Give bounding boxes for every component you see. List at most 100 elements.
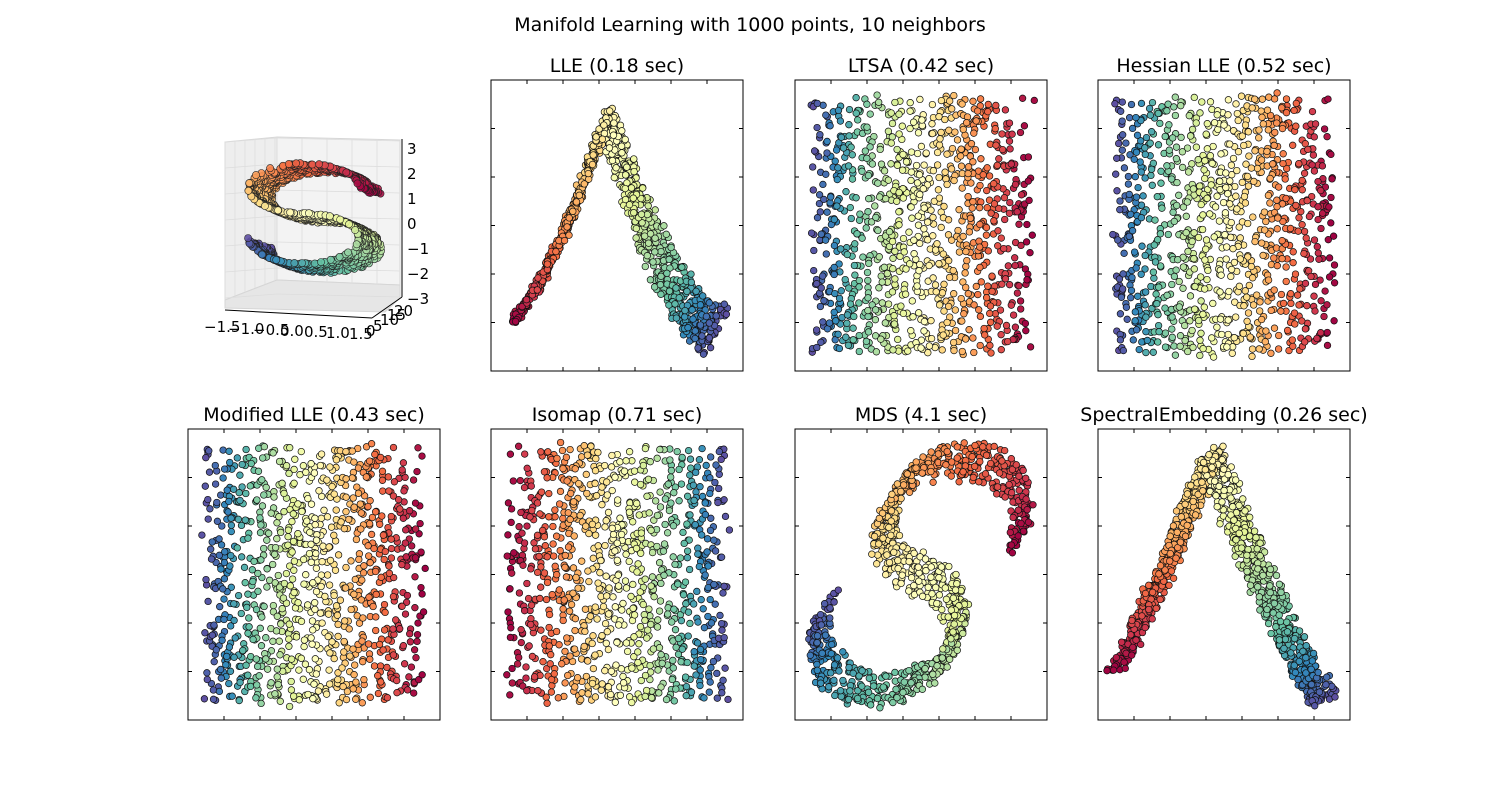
scatter-point xyxy=(1241,121,1250,129)
scatter-point xyxy=(839,144,848,152)
scatter-point xyxy=(216,665,225,674)
scatter-point xyxy=(906,124,914,133)
scatter-point xyxy=(940,280,948,288)
scatter-point xyxy=(330,490,338,498)
scatter-point xyxy=(1177,102,1185,110)
scatter-point xyxy=(969,334,977,342)
scatter-point xyxy=(910,250,918,258)
scatter-point xyxy=(935,301,944,309)
scatter-point xyxy=(632,224,640,233)
scatter-point xyxy=(852,94,860,102)
z-tick-label-3: 0 xyxy=(407,215,417,233)
scatter-point xyxy=(909,313,917,321)
scatter-point xyxy=(948,144,957,153)
scatter-point xyxy=(630,155,638,163)
panel-arch: LLE (0.18 sec) xyxy=(490,55,744,372)
scatter-point xyxy=(957,162,966,170)
panel-3d-points xyxy=(244,159,385,277)
scatter-point xyxy=(1190,93,1198,102)
panel-3d-y-axis xyxy=(371,296,403,319)
scatter-point xyxy=(304,601,312,609)
scatter-point xyxy=(305,549,314,558)
scatter-point xyxy=(263,583,271,591)
scatter-point xyxy=(284,533,292,541)
scatter-point xyxy=(914,212,922,220)
scatter-point xyxy=(899,194,907,202)
scatter-point xyxy=(221,548,229,556)
scatter-point xyxy=(1301,325,1310,333)
scatter-point xyxy=(1008,130,1016,138)
scatter-point xyxy=(342,508,350,516)
panel-title: LTSA (0.42 sec) xyxy=(848,55,994,77)
scatter-point xyxy=(1287,299,1295,308)
scatter-point xyxy=(1026,343,1035,351)
scatter-point xyxy=(1161,329,1170,337)
scatter-point xyxy=(1311,280,1320,289)
scatter-point xyxy=(834,164,842,172)
scatter-point xyxy=(992,141,1000,149)
scatter-point xyxy=(226,458,234,467)
scatter-point xyxy=(1313,243,1321,251)
scatter-point xyxy=(300,636,309,644)
scatter-point xyxy=(390,478,399,486)
scatter-point xyxy=(851,271,859,279)
scatter-point xyxy=(1293,291,1302,299)
scatter-point xyxy=(284,526,293,534)
scatter-point xyxy=(988,287,996,296)
scatter-point xyxy=(943,318,951,327)
scatter-point xyxy=(227,527,235,536)
scatter-point xyxy=(832,317,840,325)
scatter-point xyxy=(905,228,913,236)
scatter-point xyxy=(1156,119,1164,128)
scatter-point xyxy=(256,624,264,632)
scatter-point xyxy=(307,540,315,548)
scatter-point xyxy=(326,649,334,657)
scatter-point xyxy=(1113,187,1121,195)
scatter-point xyxy=(830,263,838,272)
scatter-point xyxy=(1282,277,1290,286)
scatter-point xyxy=(816,131,824,139)
scatter-point xyxy=(1244,309,1253,317)
scatter-point xyxy=(1260,208,1269,216)
scatter-point xyxy=(895,188,903,197)
scatter-point xyxy=(1016,128,1025,137)
scatter-point xyxy=(242,445,250,454)
scatter-point xyxy=(332,506,340,514)
scatter-point xyxy=(311,599,319,607)
scatter-point xyxy=(970,129,978,137)
scatter-point xyxy=(1310,167,1319,175)
scatter-point xyxy=(862,224,870,232)
scatter-point xyxy=(1195,316,1203,325)
scatter-point xyxy=(411,573,419,581)
scatter-point xyxy=(1015,220,1023,228)
scatter-point xyxy=(1303,302,1311,310)
scatter-point xyxy=(203,669,211,677)
scatter-point xyxy=(275,637,283,645)
scatter-point xyxy=(1132,148,1141,156)
scatter-point xyxy=(1259,120,1267,128)
scatter-point xyxy=(1134,292,1142,300)
scatter-point xyxy=(1300,227,1309,236)
z-tick-label-0: 3 xyxy=(407,140,417,158)
scatter-point xyxy=(990,217,998,225)
scatter-point xyxy=(993,322,1001,330)
scatter-point xyxy=(560,236,569,245)
scatter-point xyxy=(975,204,984,212)
scatter-point xyxy=(1116,336,1125,344)
scatter-point xyxy=(959,125,967,134)
scatter-point xyxy=(1261,338,1269,346)
scatter-point xyxy=(233,454,241,462)
scatter-point xyxy=(1234,116,1242,125)
scatter-point xyxy=(1028,231,1036,239)
scatter-point xyxy=(864,306,872,315)
scatter-point xyxy=(414,444,422,452)
scatter-point xyxy=(1311,120,1320,128)
scatter-point xyxy=(418,671,426,679)
scatter-point xyxy=(1282,95,1291,103)
scatter-point xyxy=(1127,100,1136,109)
scatter-point xyxy=(833,175,841,184)
scatter-point xyxy=(1114,236,1122,244)
scatter-point xyxy=(971,145,980,154)
scatter-point xyxy=(1248,345,1257,353)
scatter-point xyxy=(1197,273,1205,281)
